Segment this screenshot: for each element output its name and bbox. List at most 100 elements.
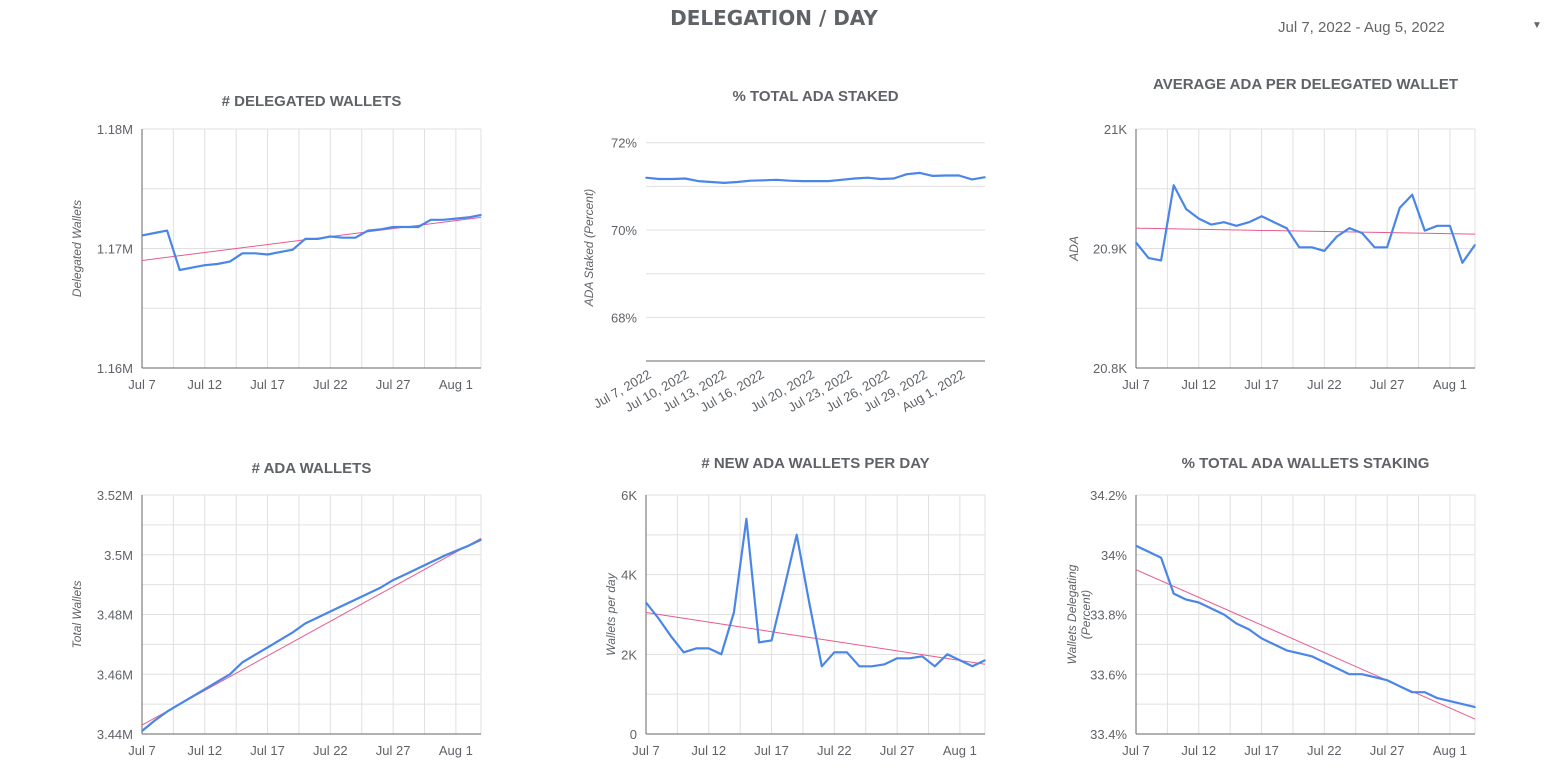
data-point bbox=[1386, 246, 1388, 249]
data-point bbox=[657, 617, 660, 620]
data-point bbox=[1273, 221, 1275, 224]
data-point bbox=[153, 719, 156, 722]
data-point bbox=[1223, 613, 1225, 616]
y-tick-label: 3.52M bbox=[97, 488, 133, 503]
data-point bbox=[1348, 227, 1351, 229]
y-axis-label: Wallets per day bbox=[604, 572, 618, 655]
y-axis-label: ADA Staked (Percent) bbox=[582, 189, 596, 308]
chart-delegated-wallets: # DELEGATED WALLETS 1.16M 1.17M 1.18M Jul 7 J… bbox=[70, 93, 482, 392]
data-point bbox=[788, 179, 791, 182]
data-point bbox=[354, 598, 357, 601]
x-tick-label: Aug 1 bbox=[439, 743, 473, 758]
data-point bbox=[707, 647, 710, 650]
data-point bbox=[279, 639, 281, 641]
data-point bbox=[1197, 601, 1200, 604]
data-point bbox=[684, 177, 686, 180]
data-point bbox=[429, 219, 432, 221]
data-point bbox=[814, 180, 817, 182]
x-tick-label: Jul 12 bbox=[1181, 743, 1216, 758]
data-point bbox=[1197, 217, 1200, 220]
data-point bbox=[959, 659, 961, 662]
data-point bbox=[820, 665, 823, 668]
data-point bbox=[762, 179, 765, 182]
data-point bbox=[304, 622, 307, 625]
data-point bbox=[166, 229, 168, 232]
data-point bbox=[946, 653, 949, 656]
data-point bbox=[392, 579, 394, 581]
y-axis-label: Wallets Delegating(Percent) bbox=[1065, 564, 1093, 664]
series-line bbox=[645, 517, 986, 668]
data-point bbox=[883, 663, 886, 666]
data-point bbox=[758, 641, 760, 644]
y-tick-label: 0 bbox=[630, 727, 637, 742]
data-point bbox=[695, 647, 698, 650]
y-tick-label: 70% bbox=[611, 223, 637, 238]
data-point bbox=[1298, 652, 1301, 655]
data-point bbox=[291, 248, 294, 251]
data-point bbox=[670, 635, 672, 638]
data-point bbox=[1411, 193, 1414, 196]
data-point bbox=[1172, 184, 1175, 186]
data-point bbox=[304, 238, 307, 240]
data-point bbox=[1172, 592, 1175, 595]
x-tick-label: Jul 22 bbox=[313, 743, 348, 758]
data-point bbox=[229, 673, 231, 676]
data-point bbox=[266, 646, 269, 649]
data-point bbox=[1298, 246, 1301, 249]
x-tick-label: Aug 1 bbox=[1433, 377, 1467, 392]
data-point bbox=[710, 181, 712, 183]
x-tick-label: Jul 12 bbox=[187, 377, 222, 392]
data-point bbox=[241, 661, 244, 664]
data-point bbox=[1436, 697, 1439, 699]
x-tick-label: Jul 7 bbox=[1122, 377, 1149, 392]
data-point bbox=[1423, 229, 1426, 232]
x-tick-label: Jul 27 bbox=[1370, 377, 1405, 392]
data-point bbox=[1323, 250, 1326, 252]
dropdown-arrow-icon[interactable]: ▼ bbox=[1532, 20, 1542, 31]
date-range-picker[interactable]: Jul 7, 2022 - Aug 5, 2022 ▼ bbox=[1262, 15, 1542, 41]
data-point bbox=[846, 651, 848, 654]
data-point bbox=[316, 616, 319, 619]
chart-title: % TOTAL ADA WALLETS STAKING bbox=[1182, 455, 1430, 472]
data-point bbox=[1373, 676, 1376, 679]
data-point bbox=[429, 561, 432, 564]
data-point bbox=[1135, 544, 1137, 547]
data-point bbox=[455, 217, 457, 220]
y-tick-label: 20.9K bbox=[1093, 242, 1127, 257]
data-point bbox=[354, 236, 357, 239]
data-point bbox=[866, 176, 869, 179]
data-point bbox=[733, 611, 735, 614]
y-tick-label: 34% bbox=[1101, 548, 1127, 563]
data-point bbox=[241, 252, 244, 255]
data-point bbox=[1436, 224, 1439, 227]
data-point bbox=[932, 175, 934, 177]
data-point bbox=[216, 680, 219, 683]
data-point bbox=[945, 174, 947, 177]
data-point bbox=[645, 176, 647, 179]
data-point bbox=[254, 252, 256, 255]
data-point bbox=[749, 179, 752, 182]
chart-total-ada-wallets-staking: % TOTAL ADA WALLETS STAKING 33.4% 33.6% 33.… bbox=[1065, 455, 1476, 758]
data-point bbox=[1147, 257, 1150, 259]
data-point bbox=[984, 176, 986, 179]
data-point bbox=[919, 172, 921, 174]
data-point bbox=[480, 539, 482, 541]
x-tick-label: Jul 7 bbox=[128, 377, 155, 392]
data-point bbox=[1474, 244, 1476, 246]
data-point bbox=[736, 181, 739, 183]
data-point bbox=[367, 592, 369, 595]
data-point bbox=[908, 657, 911, 660]
chart-title: # ADA WALLETS bbox=[252, 460, 372, 477]
y-tick-label: 68% bbox=[611, 310, 637, 325]
data-point bbox=[1461, 262, 1464, 264]
data-point bbox=[971, 665, 974, 668]
data-point bbox=[316, 238, 319, 240]
data-point bbox=[1185, 598, 1188, 601]
x-tick-label: Jul 27 bbox=[880, 743, 915, 758]
y-tick-label: 21K bbox=[1104, 122, 1127, 137]
data-point bbox=[1235, 622, 1238, 625]
series-line bbox=[141, 213, 482, 272]
data-point bbox=[645, 601, 647, 604]
x-tick-label: Jul 22 bbox=[817, 743, 852, 758]
data-point bbox=[1348, 673, 1351, 676]
